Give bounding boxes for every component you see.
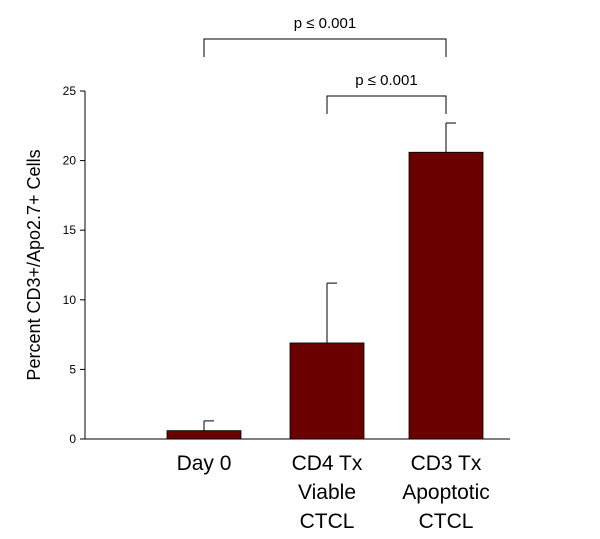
category-label-0-line-0: Day 0	[177, 452, 232, 475]
y-tick-label-2: 10	[63, 293, 77, 307]
category-label-2-line-1: Apoptotic	[402, 481, 490, 504]
bar-1	[289, 342, 365, 440]
significance-bracket-1	[326, 95, 447, 114]
category-label-1-line-1: Viable	[298, 481, 356, 504]
y-tick-label-0: 0	[69, 432, 76, 446]
category-label-2-line-2: CTCL	[419, 510, 474, 533]
y-tick-label-3: 15	[63, 223, 77, 237]
y-tick-label-4: 20	[63, 154, 77, 168]
significance-bracket-0	[203, 38, 447, 57]
category-label-1-line-0: CD4 Tx	[292, 452, 363, 475]
bar-0	[166, 430, 242, 440]
bar-2	[408, 151, 484, 440]
category-label-2-line-0: CD3 Tx	[411, 452, 482, 475]
significance-label-1: p ≤ 0.001	[355, 72, 417, 89]
y-tick-label-1: 5	[69, 362, 76, 376]
y-tick-label-5: 25	[63, 84, 77, 98]
y-axis-label: Percent CD3+/Apo2.7+ Cells	[24, 149, 44, 380]
significance-label-0: p ≤ 0.001	[294, 15, 356, 32]
category-label-1-line-2: CTCL	[300, 510, 355, 533]
